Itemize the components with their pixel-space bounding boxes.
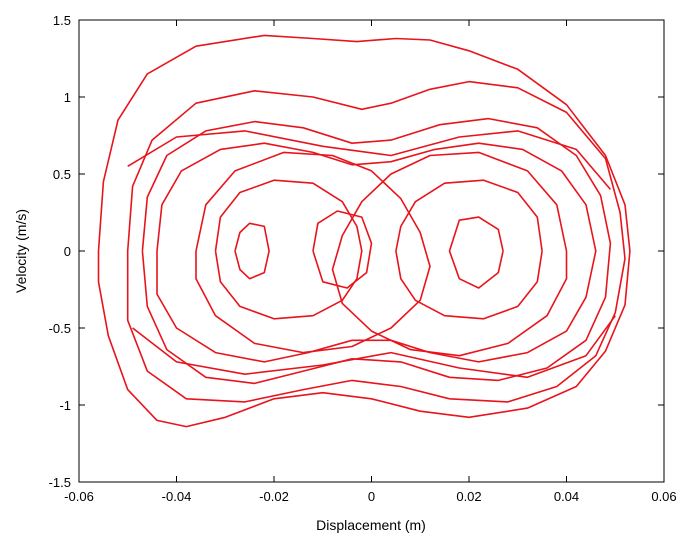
x-tick-label: -0.02 — [259, 489, 289, 504]
y-tick-label: 0 — [64, 244, 71, 259]
trajectory-line-6 — [331, 151, 568, 357]
trajectory-line-11 — [312, 210, 373, 289]
x-tick-label: 0.06 — [651, 489, 676, 504]
x-tick-label: -0.04 — [162, 489, 192, 504]
y-tick-label: 1.5 — [53, 13, 71, 28]
plot-frame — [78, 19, 665, 483]
trajectory-line-5 — [195, 151, 431, 354]
trajectory-line-9 — [234, 222, 270, 280]
trajectory-line-7 — [214, 179, 363, 320]
y-tick-label: -0.5 — [49, 321, 71, 336]
trajectory-line-2 — [126, 80, 626, 403]
plot-series-layer — [97, 34, 631, 428]
y-tick-label: 0.5 — [53, 167, 71, 182]
y-tick-label: -1.5 — [49, 475, 71, 490]
trajectory-line-3 — [141, 117, 612, 385]
trajectory-line-10 — [448, 216, 504, 289]
x-tick-label: 0.02 — [456, 489, 481, 504]
x-tick-label: 0 — [368, 489, 375, 504]
y-tick-label: 1 — [64, 90, 71, 105]
y-tick-label: -1 — [59, 398, 71, 413]
trajectory-line-1 — [97, 34, 631, 428]
x-ticks: -0.06 -0.04 -0.02 0 0.02 0.04 0.06 — [64, 20, 677, 504]
x-axis-label: Displacement (m) — [316, 517, 426, 533]
trajectory-line-13 — [132, 315, 616, 379]
trajectory-line-8 — [395, 179, 543, 320]
x-tick-label: -0.06 — [64, 489, 94, 504]
y-ticks: 1.5 1 0.5 0 -0.5 -1 -1.5 — [49, 13, 664, 490]
y-axis-label: Velocity (m/s) — [13, 209, 29, 293]
trajectory-line-12 — [127, 130, 612, 190]
x-tick-label: 0.04 — [554, 489, 579, 504]
trajectory-line-4 — [156, 142, 597, 363]
